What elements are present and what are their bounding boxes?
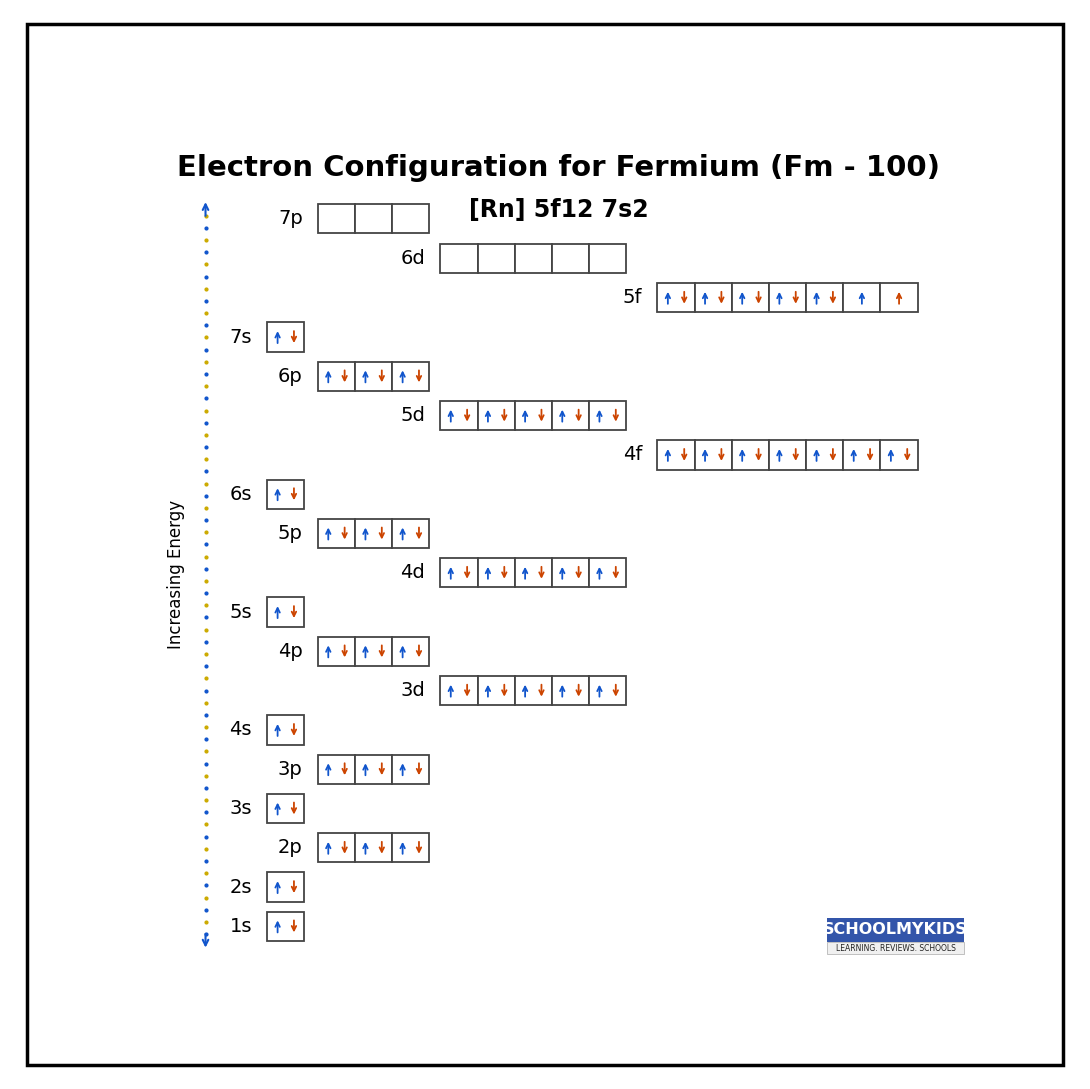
Bar <box>694 440 731 469</box>
Bar <box>392 518 429 548</box>
Text: 4f: 4f <box>622 445 642 464</box>
Bar <box>881 283 918 313</box>
Text: 5p: 5p <box>278 524 303 543</box>
Bar <box>807 283 844 313</box>
Text: 7s: 7s <box>230 328 252 346</box>
Bar <box>514 401 552 430</box>
Bar <box>267 794 304 823</box>
Bar <box>477 676 514 706</box>
Bar <box>827 918 965 942</box>
Bar <box>318 362 355 391</box>
Text: 3d: 3d <box>400 682 425 700</box>
Bar <box>392 833 429 862</box>
Text: 6p: 6p <box>278 367 303 386</box>
Text: 6d: 6d <box>400 249 425 268</box>
Bar <box>768 440 807 469</box>
Bar <box>318 204 355 233</box>
Text: 2p: 2p <box>278 839 303 857</box>
Bar <box>844 283 881 313</box>
Bar <box>827 942 965 954</box>
Bar <box>355 518 392 548</box>
Bar <box>552 676 589 706</box>
Text: Electron Configuration for Fermium (Fm - 100): Electron Configuration for Fermium (Fm -… <box>177 155 940 183</box>
Bar <box>514 676 552 706</box>
Bar <box>514 244 552 273</box>
Text: Increasing Energy: Increasing Energy <box>167 500 185 649</box>
Bar <box>514 559 552 587</box>
Bar <box>477 401 514 430</box>
Bar <box>318 637 355 666</box>
Bar <box>267 911 304 941</box>
Bar <box>355 637 392 666</box>
Bar <box>807 440 844 469</box>
Text: 4s: 4s <box>230 721 252 739</box>
Text: 5s: 5s <box>229 602 252 622</box>
Bar <box>392 204 429 233</box>
Bar <box>267 715 304 745</box>
Bar <box>355 755 392 784</box>
Bar <box>477 559 514 587</box>
Bar <box>768 283 807 313</box>
Bar <box>267 598 304 627</box>
Bar <box>694 283 731 313</box>
Text: [Rn] 5f12 7s2: [Rn] 5f12 7s2 <box>469 198 649 222</box>
Bar <box>267 479 304 509</box>
Bar <box>440 676 477 706</box>
Bar <box>844 440 881 469</box>
Bar <box>589 559 626 587</box>
Bar <box>657 440 694 469</box>
Text: 6s: 6s <box>230 485 252 504</box>
Bar <box>440 559 477 587</box>
Bar <box>552 244 589 273</box>
Bar <box>355 204 392 233</box>
Text: SCHOOLMYKIDS: SCHOOLMYKIDS <box>823 922 968 938</box>
Text: 7p: 7p <box>278 209 303 228</box>
Text: 4p: 4p <box>278 641 303 661</box>
Text: 3s: 3s <box>230 799 252 818</box>
Bar <box>392 362 429 391</box>
Bar <box>881 440 918 469</box>
Bar <box>355 362 392 391</box>
Text: 1s: 1s <box>230 917 252 935</box>
Bar <box>318 755 355 784</box>
Text: 4d: 4d <box>400 563 425 583</box>
Bar <box>392 637 429 666</box>
Bar <box>589 676 626 706</box>
Text: 2s: 2s <box>230 878 252 896</box>
Bar <box>589 401 626 430</box>
Bar <box>355 833 392 862</box>
Bar <box>440 401 477 430</box>
Bar <box>392 755 429 784</box>
Bar <box>657 283 694 313</box>
Bar <box>552 559 589 587</box>
Bar <box>477 244 514 273</box>
Text: LEARNING. REVIEWS. SCHOOLS: LEARNING. REVIEWS. SCHOOLS <box>836 943 956 953</box>
Bar <box>267 872 304 902</box>
Text: 5d: 5d <box>400 406 425 425</box>
Bar <box>318 833 355 862</box>
Text: 3p: 3p <box>278 760 303 779</box>
Bar <box>731 283 768 313</box>
Bar <box>267 322 304 352</box>
Bar <box>440 244 477 273</box>
Bar <box>731 440 768 469</box>
Text: 5f: 5f <box>622 289 642 307</box>
Bar <box>552 401 589 430</box>
Bar <box>318 518 355 548</box>
Bar <box>589 244 626 273</box>
